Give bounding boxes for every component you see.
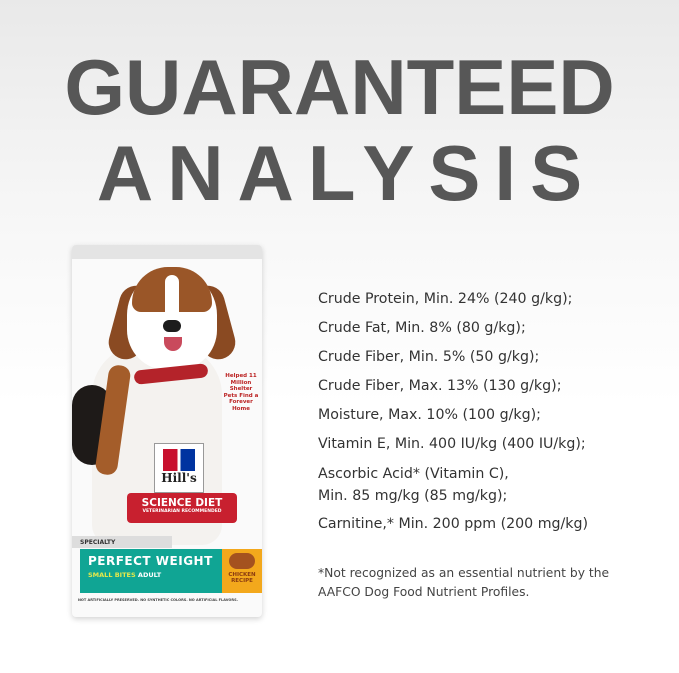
product-variant: SMALL BITES ADULT bbox=[88, 571, 161, 579]
analysis-item: Crude Fat, Min. 8% (80 g/kg); bbox=[318, 320, 526, 336]
analysis-item: Min. 85 mg/kg (85 mg/kg); bbox=[318, 488, 508, 504]
product-line: SCIENCE DIET bbox=[141, 497, 223, 509]
hills-logo: Hill's bbox=[154, 443, 204, 493]
brand-name: Hill's bbox=[161, 471, 197, 485]
variant-a: SMALL BITES bbox=[88, 571, 136, 579]
heading-line-2: ANALYSIS bbox=[96, 129, 597, 217]
heading-line-1: GUARANTEED bbox=[64, 43, 615, 131]
analysis-list: Crude Protein, Min. 24% (240 g/kg); Crud… bbox=[318, 285, 673, 539]
bag-seal bbox=[72, 245, 262, 259]
flavor-panel: CHICKEN RECIPE bbox=[222, 549, 262, 593]
analysis-item: Ascorbic Acid* (Vitamin C), bbox=[318, 466, 509, 482]
analysis-item: Crude Fiber, Min. 5% (50 g/kg); bbox=[318, 349, 540, 365]
analysis-item-multiline: Ascorbic Acid* (Vitamin C), Min. 85 mg/k… bbox=[318, 463, 673, 507]
footnote: *Not recognized as an essential nutrient… bbox=[318, 564, 673, 602]
flavor-label: CHICKEN RECIPE bbox=[228, 572, 256, 584]
science-diet-band: SCIENCE DIET VETERINARIAN RECOMMENDED bbox=[127, 493, 237, 523]
footnote-line: *Not recognized as an essential nutrient… bbox=[318, 566, 610, 580]
analysis-item: Crude Protein, Min. 24% (240 g/kg); bbox=[318, 291, 573, 307]
chicken-icon bbox=[229, 553, 255, 569]
footnote-line: AAFCO Dog Food Nutrient Profiles. bbox=[318, 585, 530, 599]
category-label: SPECIALTY bbox=[72, 536, 172, 548]
product-name-band: PERFECT WEIGHT SMALL BITES ADULT CHICKEN… bbox=[80, 549, 262, 593]
product-tagline: VETERINARIAN RECOMMENDED bbox=[142, 509, 222, 514]
hills-logo-mark-icon bbox=[163, 449, 195, 471]
fine-print: NOT ARTIFICIALLY PRESERVED. NO SYNTHETIC… bbox=[78, 598, 238, 602]
variant-b: ADULT bbox=[137, 571, 162, 579]
dog-nose bbox=[163, 320, 181, 332]
analysis-item: Vitamin E, Min. 400 IU/kg (400 IU/kg); bbox=[318, 436, 586, 452]
dog-mouth bbox=[164, 337, 182, 351]
product-name: PERFECT WEIGHT bbox=[88, 554, 213, 568]
analysis-item: Crude Fiber, Max. 13% (130 g/kg); bbox=[318, 378, 562, 394]
shelter-badge: Helped 11 Million Shelter Pets Find a Fo… bbox=[223, 373, 259, 412]
product-bag-image: Helped 11 Million Shelter Pets Find a Fo… bbox=[72, 245, 262, 617]
analysis-item: Moisture, Max. 10% (100 g/kg); bbox=[318, 407, 541, 423]
analysis-item: Carnitine,* Min. 200 ppm (200 mg/kg) bbox=[318, 516, 589, 532]
